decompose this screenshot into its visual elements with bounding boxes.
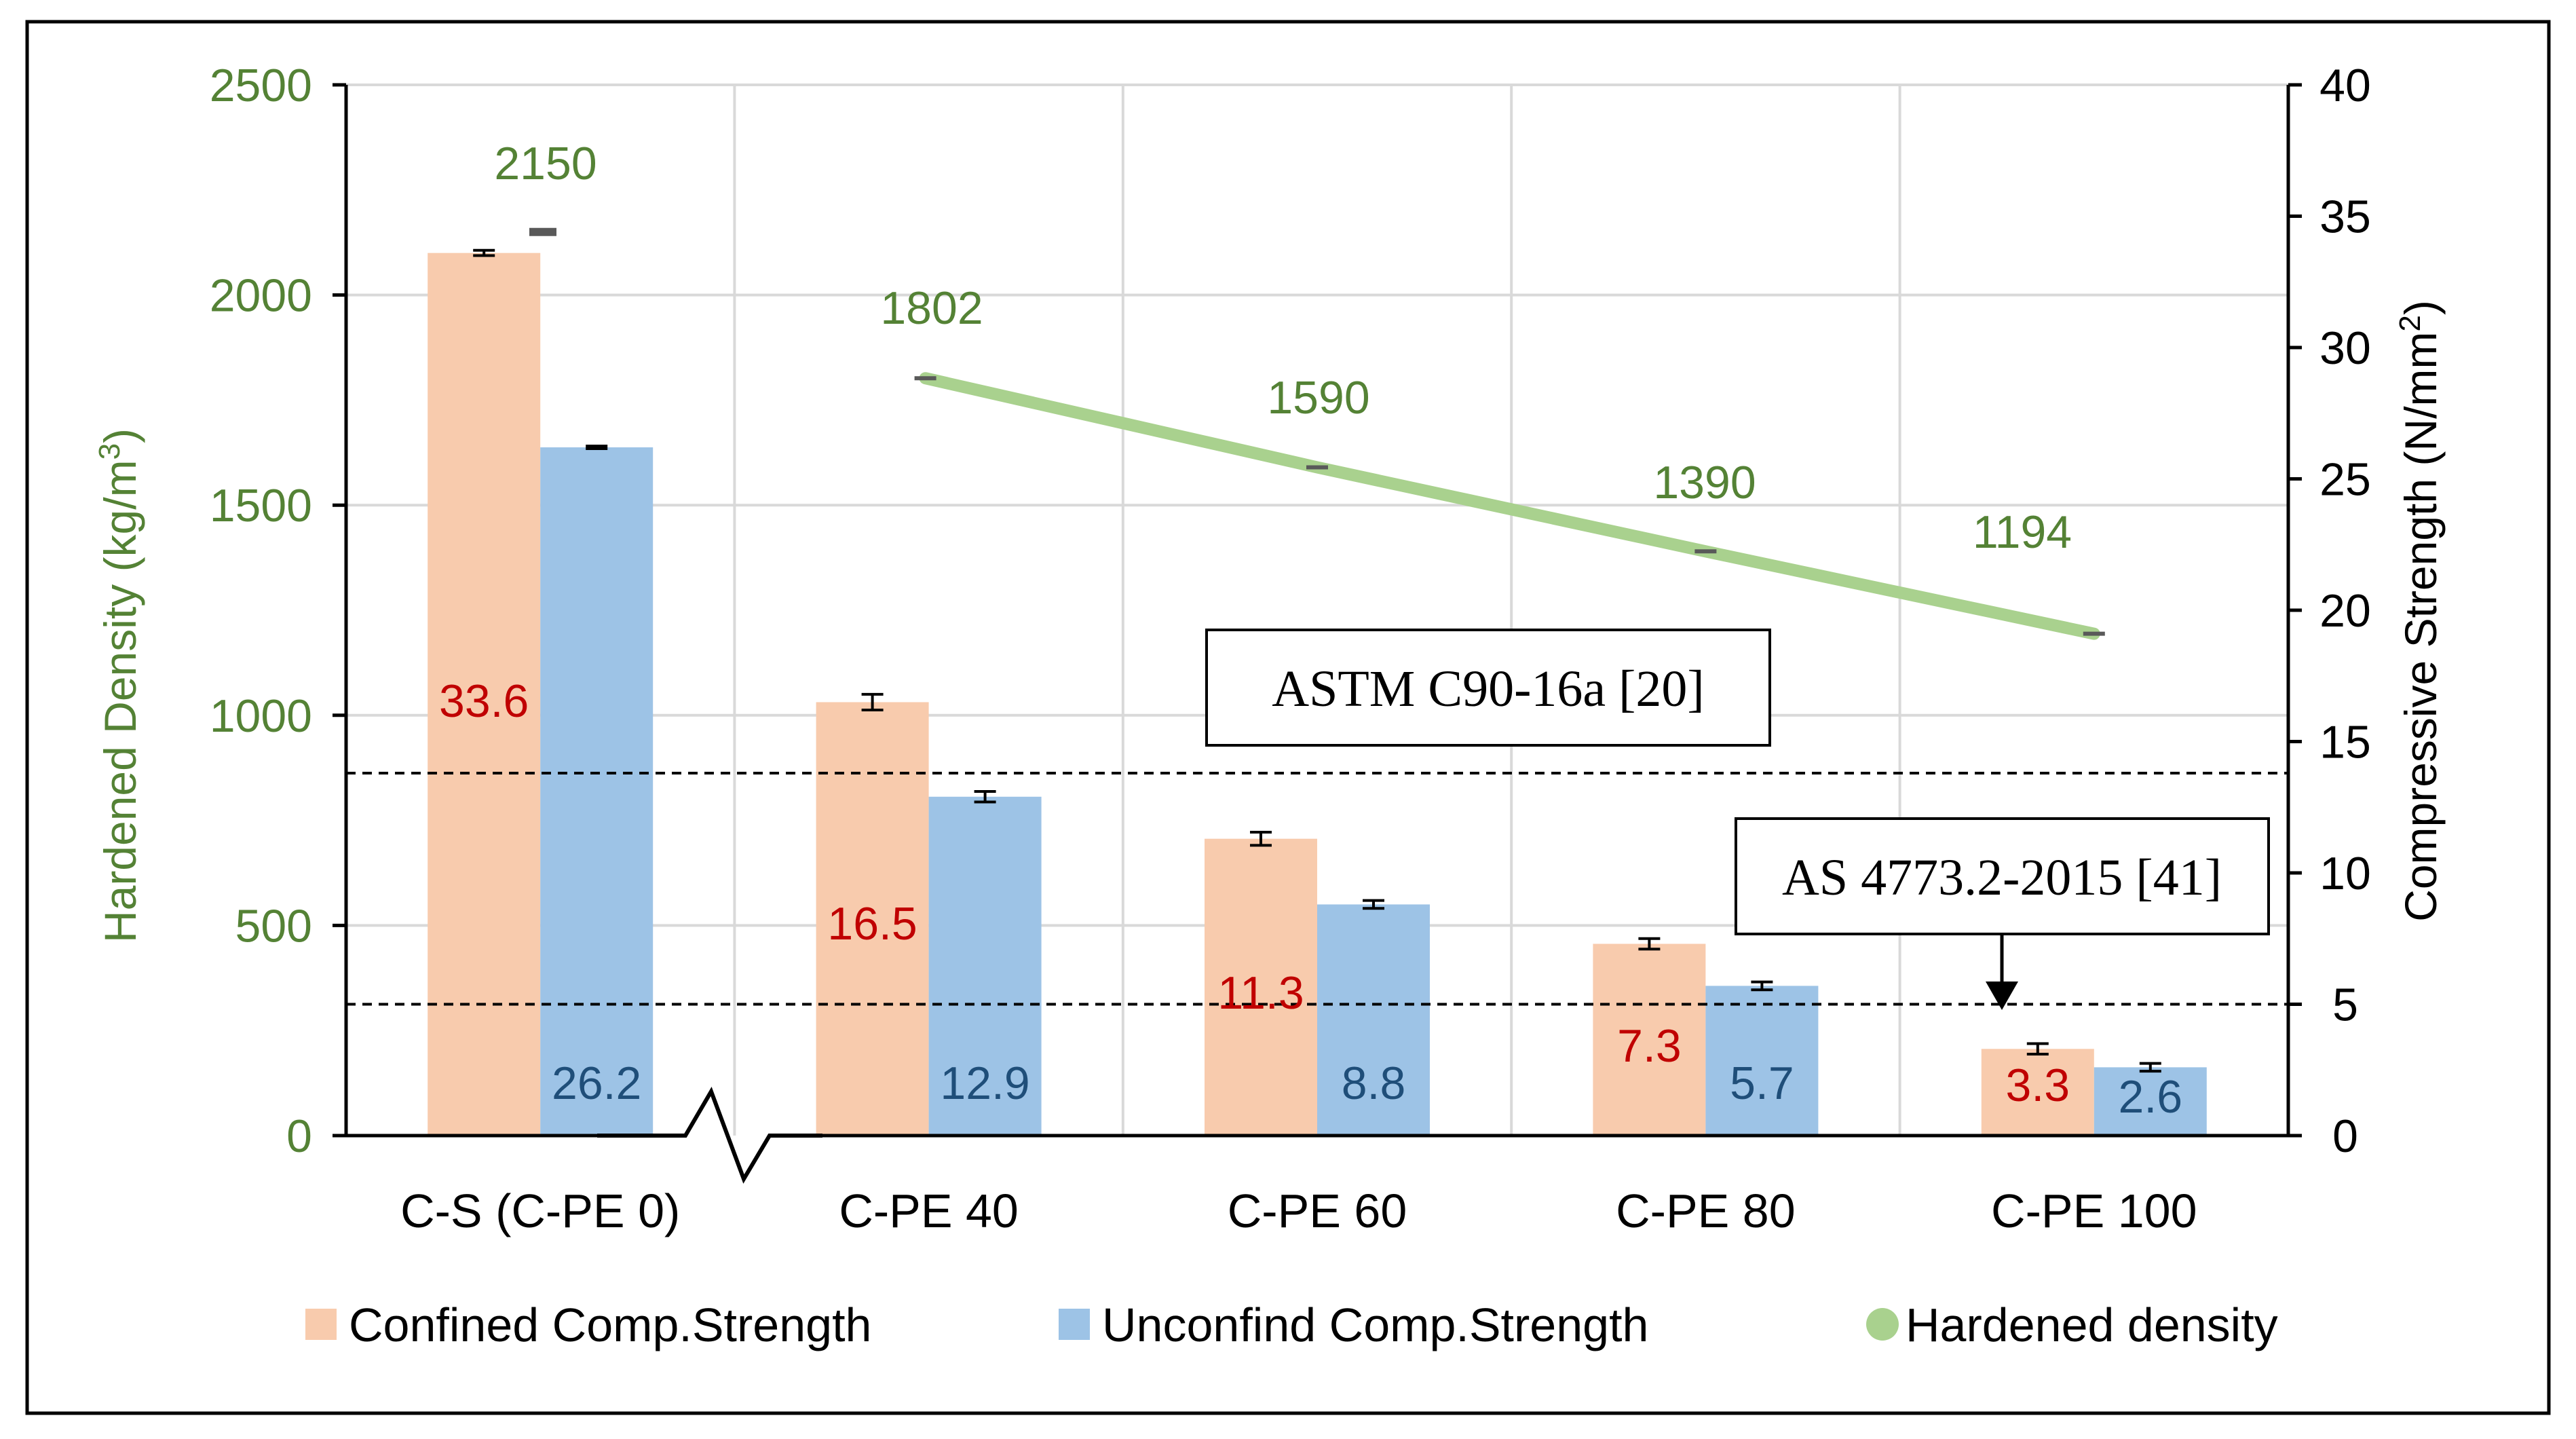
density-value-label: 2150 — [494, 138, 596, 189]
left-tick-label: 2500 — [210, 60, 312, 111]
unconfined-value-label: 12.9 — [940, 1058, 1029, 1109]
bar-unconfined — [928, 796, 1042, 1136]
density-value-label: 1590 — [1267, 372, 1369, 424]
left-tick-label: 0 — [286, 1110, 312, 1162]
legend-label-density: Hardened density — [1906, 1298, 2278, 1351]
bar-series — [428, 253, 2207, 1136]
x-tick-label: C-S (C-PE 0) — [400, 1184, 680, 1237]
bar-unconfined — [1705, 986, 1819, 1136]
unconfined-value-label: 5.7 — [1730, 1058, 1794, 1109]
left-tick-label: 1500 — [210, 480, 312, 531]
bar-confined — [1981, 1049, 2094, 1136]
confined-value-label: 16.5 — [827, 898, 917, 950]
bar-confined — [1593, 943, 1706, 1136]
data-labels: 33.6 26.2 16.5 12.9 11.3 8.8 7.3 5.7 3.3 2.6 2150 1… — [439, 138, 2182, 1123]
axes: 0 500 1000 1500 2000 2500 0 5 10 15 20 25 30 35 40 C-S … — [210, 60, 2371, 1237]
right-tick-label: 35 — [2319, 191, 2371, 243]
legend-swatch-unconfined — [1059, 1309, 1090, 1340]
as-label: AS 4773.2-2015 [41] — [1782, 849, 2222, 906]
legend-label-unconfined: Unconfind Comp.Strength — [1102, 1298, 1648, 1351]
legend-label-confined: Confined Comp.Strength — [349, 1298, 871, 1351]
confined-value-label: 3.3 — [2006, 1060, 2070, 1111]
bar-confined — [1205, 838, 1317, 1136]
left-tick-label: 2000 — [210, 270, 312, 322]
arrow-down-icon — [1986, 982, 2018, 1010]
density-value-label: 1194 — [1973, 506, 2072, 558]
legend-marker-density — [1866, 1308, 1899, 1341]
bar-unconfined — [1317, 904, 1430, 1136]
right-tick-label: 15 — [2319, 717, 2371, 768]
astm-label: ASTM C90-16a [20] — [1272, 660, 1705, 717]
x-tick-label: C-PE 100 — [1991, 1184, 2197, 1237]
legend: Confined Comp.Strength Unconfind Comp.St… — [305, 1298, 2278, 1351]
as-annotation: AS 4773.2-2015 [41] — [1735, 817, 2270, 1010]
right-tick-label: 40 — [2319, 60, 2371, 111]
unconfined-value-label: 2.6 — [2119, 1071, 2183, 1123]
right-tick-label: 0 — [2332, 1110, 2358, 1162]
confined-value-label: 7.3 — [1617, 1020, 1682, 1072]
astm-annotation: ASTM C90-16a [20] — [1205, 629, 1771, 747]
density-value-label: 1802 — [880, 282, 983, 334]
right-tick-label: 5 — [2332, 979, 2358, 1031]
left-tick-label: 1000 — [210, 690, 312, 742]
x-tick-label: C-PE 40 — [839, 1184, 1019, 1237]
bar-confined — [428, 253, 541, 1136]
x-tick-label: C-PE 60 — [1228, 1184, 1407, 1237]
error-bars — [473, 248, 2161, 1073]
bar-unconfined — [2094, 1067, 2207, 1136]
bar-unconfined — [540, 447, 654, 1136]
axis-break-symbol — [597, 1087, 822, 1184]
unconfined-value-label: 8.8 — [1342, 1058, 1406, 1109]
right-tick-label: 20 — [2319, 585, 2371, 637]
right-tick-label: 30 — [2319, 322, 2371, 374]
density-line — [919, 372, 2100, 640]
density-line-series — [529, 227, 2105, 640]
right-tick-label: 10 — [2319, 848, 2371, 899]
legend-swatch-confined — [305, 1309, 337, 1340]
unconfined-value-label: 26.2 — [552, 1058, 641, 1109]
density-value-label: 1390 — [1653, 457, 1756, 508]
confined-value-label: 11.3 — [1217, 967, 1304, 1019]
left-axis-title: Hardened Density (kg/m3) — [93, 428, 145, 943]
confined-value-label: 33.6 — [439, 675, 529, 727]
right-axis-title: Compressive Strength (N/mm2) — [2393, 300, 2446, 922]
reference-lines — [346, 771, 2288, 1006]
left-tick-label: 500 — [235, 900, 312, 952]
right-tick-label: 25 — [2319, 454, 2371, 506]
x-tick-label: C-PE 80 — [1616, 1184, 1796, 1237]
